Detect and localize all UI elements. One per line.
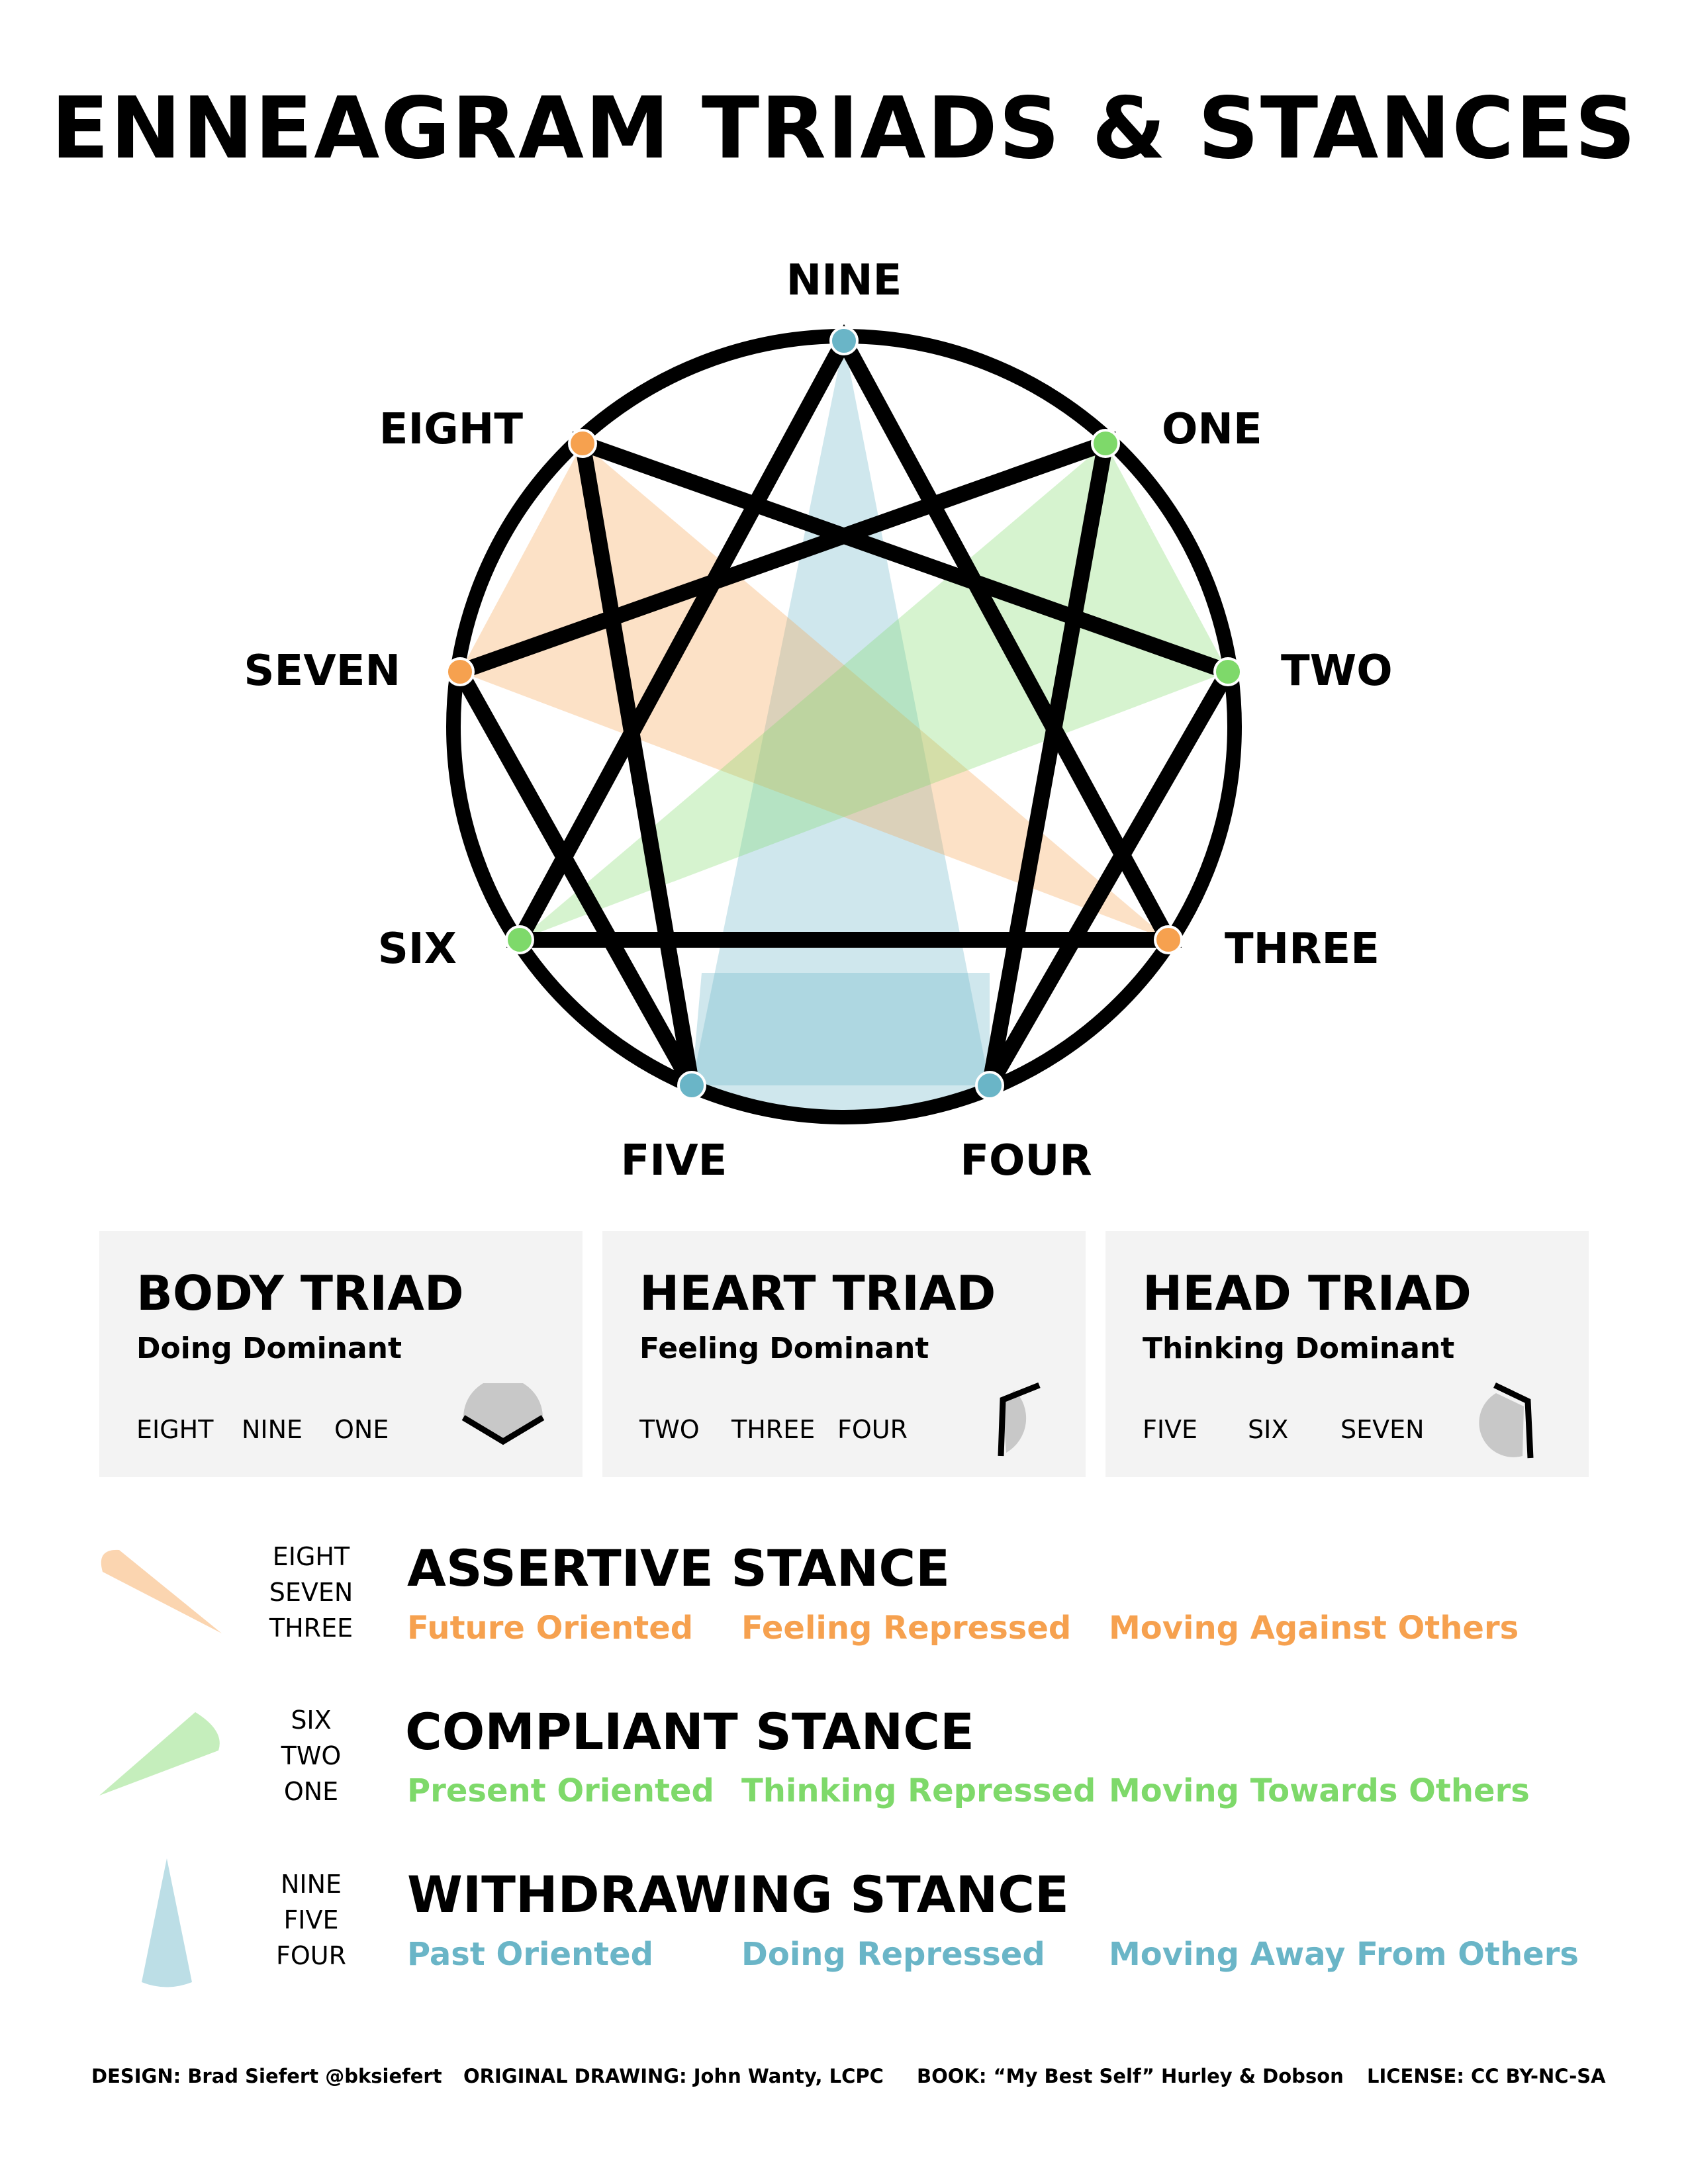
node-one: [1091, 429, 1120, 458]
withdrawing-wedge-icon: [142, 1858, 192, 1987]
triad-type: FIVE: [1143, 1415, 1198, 1444]
head-triad-icon: [1479, 1382, 1534, 1459]
node-nine: [829, 326, 859, 355]
stance-type: SIX: [291, 1706, 332, 1735]
assertive-types: EIGHT SEVEN THREE: [255, 1539, 367, 1646]
withdrawing-attr-repressed: Doing Repressed: [741, 1936, 1045, 1973]
head-triad-card: HEAD TRIAD Thinking Dominant FIVE SIX SE…: [1105, 1231, 1589, 1477]
label-nine: NINE: [786, 256, 902, 305]
triad-type: TWO: [639, 1415, 700, 1444]
label-three: THREE: [1225, 925, 1380, 974]
stance-type: ONE: [283, 1777, 339, 1806]
withdrawing-stance-title: WITHDRAWING STANCE: [407, 1865, 1069, 1924]
compliant-attr-repressed: Thinking Repressed: [741, 1772, 1096, 1809]
assertive-wedge-icon: [101, 1549, 222, 1633]
footer-original-drawing: ORIGINAL DRAWING: John Wanty, LCPC: [463, 2065, 884, 2087]
footer-license: LICENSE: CC BY-NC-SA: [1367, 2065, 1606, 2087]
node-five: [677, 1071, 706, 1100]
label-six: SIX: [378, 925, 457, 974]
page-title: ENNEAGRAM TRIADS & STANCES: [51, 79, 1637, 178]
triad-type: THREE: [731, 1415, 816, 1444]
compliant-types: SIX TWO ONE: [255, 1702, 367, 1809]
node-six: [505, 925, 534, 954]
heart-triad-card: HEART TRIAD Feeling Dominant TWO THREE F…: [602, 1231, 1086, 1477]
body-triad-icon: [461, 1383, 545, 1445]
card-subtitle: Thinking Dominant: [1143, 1332, 1455, 1365]
triad-type: FOUR: [837, 1415, 908, 1444]
label-eight: EIGHT: [379, 405, 524, 454]
assertive-attr-repressed: Feeling Repressed: [741, 1610, 1072, 1647]
triad-type: SIX: [1248, 1415, 1289, 1444]
triangle-9-3-6: [506, 324, 1182, 948]
heart-triad-icon: [998, 1382, 1041, 1457]
label-five: FIVE: [621, 1136, 727, 1185]
stance-type: EIGHT: [272, 1542, 350, 1571]
withdrawing-triangle: [692, 341, 990, 1085]
label-seven: SEVEN: [244, 647, 400, 696]
node-seven: [445, 657, 475, 686]
withdrawing-attr-time: Past Oriented: [407, 1936, 654, 1973]
triad-type: SEVEN: [1340, 1415, 1425, 1444]
compliant-wedge-icon: [99, 1712, 220, 1796]
body-triad-card: BODY TRIAD Doing Dominant EIGHT NINE ONE: [99, 1231, 583, 1477]
compliant-stance-title: COMPLIANT STANCE: [405, 1702, 974, 1761]
compliant-attr-moving: Moving Towards Others: [1109, 1772, 1530, 1809]
stance-type: NINE: [280, 1870, 342, 1899]
stance-type: FOUR: [276, 1941, 346, 1970]
assertive-attr-time: Future Oriented: [407, 1610, 694, 1647]
withdrawing-types: NINE FIVE FOUR: [255, 1866, 367, 1974]
card-subtitle: Feeling Dominant: [639, 1332, 929, 1365]
stance-type: THREE: [269, 1614, 353, 1643]
label-two: TWO: [1281, 647, 1393, 696]
label-one: ONE: [1162, 405, 1262, 454]
card-title: HEART TRIAD: [639, 1265, 996, 1321]
assertive-attr-moving: Moving Against Others: [1109, 1610, 1519, 1647]
card-title: HEAD TRIAD: [1143, 1265, 1472, 1321]
stance-type: FIVE: [283, 1905, 339, 1934]
assertive-stance-title: ASSERTIVE STANCE: [407, 1539, 951, 1598]
label-four: FOUR: [960, 1136, 1092, 1185]
triad-type: EIGHT: [136, 1415, 214, 1444]
compliant-triangle: [520, 443, 1228, 940]
compliant-attr-time: Present Oriented: [407, 1772, 714, 1809]
footer-book: BOOK: “My Best Self” Hurley & Dobson: [917, 2065, 1344, 2087]
node-three: [1154, 925, 1183, 954]
card-title: BODY TRIAD: [136, 1265, 464, 1321]
withdrawing-base-fill: [692, 973, 990, 1112]
stance-type: TWO: [281, 1741, 342, 1770]
node-four: [975, 1071, 1004, 1100]
triad-type: NINE: [242, 1415, 303, 1444]
triad-type: ONE: [334, 1415, 389, 1444]
node-two: [1213, 657, 1243, 686]
enneagram-diagram: NINE ONE TWO THREE FOUR FIVE SIX SEVEN E…: [244, 256, 1393, 1185]
node-eight: [568, 429, 597, 458]
assertive-triangle: [460, 443, 1168, 940]
withdrawing-attr-moving: Moving Away From Others: [1109, 1936, 1579, 1973]
footer-design: DESIGN: Brad Siefert @bksiefert: [91, 2065, 442, 2087]
card-subtitle: Doing Dominant: [136, 1332, 402, 1365]
stance-type: SEVEN: [269, 1578, 353, 1607]
